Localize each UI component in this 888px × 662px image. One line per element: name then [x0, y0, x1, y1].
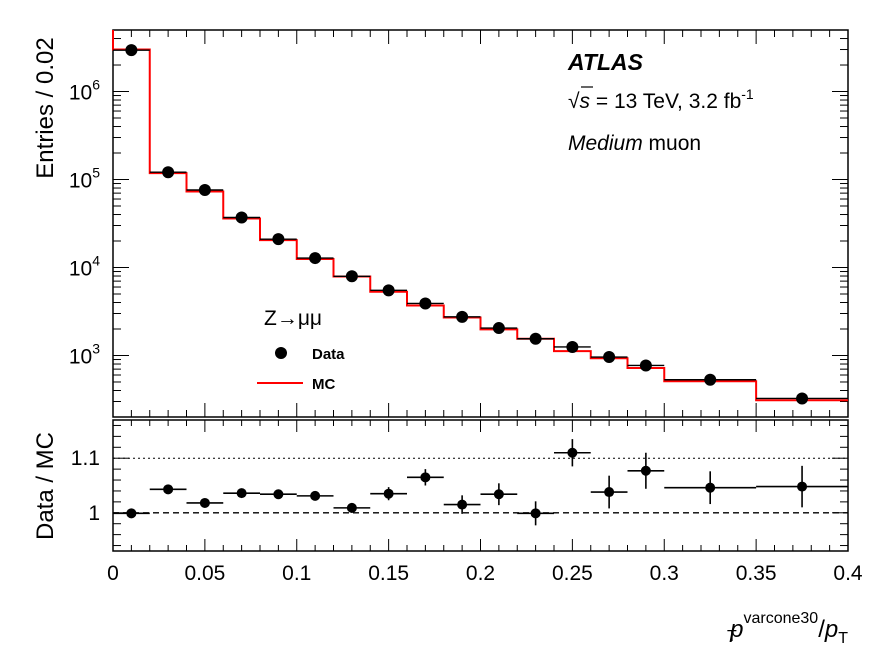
ratio-point — [346, 502, 357, 513]
main-y-tick-label: 103 — [69, 340, 100, 368]
data-point — [125, 44, 138, 57]
ratio-x-tick-label: 0.3 — [650, 562, 679, 585]
data-point — [382, 284, 395, 297]
ratio-point — [236, 488, 247, 499]
mc-histogram-line — [112, 30, 848, 402]
x-label-p2: p — [824, 616, 838, 643]
ratio-point — [567, 447, 578, 458]
x-label-p: p — [729, 616, 743, 643]
data-point — [198, 183, 211, 196]
ratio-x-tick-label: 0.05 — [184, 562, 225, 585]
x-label-super: varcone30 — [743, 610, 818, 627]
data-point — [529, 332, 542, 345]
ratio-y-ticks: 11.1 — [71, 424, 848, 547]
selection-rest: muon — [643, 132, 701, 155]
data-point — [456, 310, 469, 323]
ratio-point — [383, 488, 394, 499]
ratio-reference-lines — [113, 457, 848, 514]
ratio-y-tick-label: 1.1 — [71, 447, 100, 470]
ratio-point — [420, 472, 431, 483]
selection-label: Medium muon — [568, 132, 701, 155]
tick-exponent: 6 — [92, 77, 100, 93]
ratio-x-tick-label: 0.4 — [833, 562, 863, 585]
ratio-y-axis-label: Data / MC — [32, 432, 59, 540]
tick-exponent: 4 — [92, 252, 100, 268]
ratio-x-tick-label: 0.15 — [368, 562, 409, 585]
ratio-point — [604, 487, 615, 498]
ratio-point — [457, 499, 468, 510]
ratio-point — [640, 465, 651, 476]
ratio-x-tick-label: 0 — [107, 562, 119, 585]
ratio-x-tick-label: 0.35 — [736, 562, 777, 585]
data-point — [639, 359, 652, 372]
data-point — [235, 211, 248, 224]
ratio-point — [199, 497, 210, 508]
ratio-point — [310, 490, 321, 501]
mc-histogram — [112, 30, 848, 402]
ratio-point — [273, 489, 284, 500]
ratio-point — [126, 508, 137, 519]
tick-base: 10 — [69, 257, 92, 280]
ratio-point — [705, 482, 716, 493]
ratio-panel: 0 0.05 0.1 0.15 0.2 0.25 0.3 0.35 0.4 11.1 Data … — [32, 419, 863, 647]
ratio-point — [797, 481, 808, 492]
energy-lumi-label: √s = 13 TeV, 3.2 fb-1 — [568, 86, 754, 113]
x-label-sub: T — [727, 628, 737, 645]
tick-base: 10 — [69, 82, 92, 105]
data-point — [345, 270, 358, 283]
sqrt-s: s — [580, 90, 591, 113]
ratio-point — [530, 508, 541, 519]
x-label-sub2: T — [838, 630, 848, 647]
tick-base: 10 — [69, 170, 92, 193]
ratio-x-tick-label: 0.2 — [466, 562, 495, 585]
x-axis-label: pvarcone30/pT — [729, 610, 848, 647]
energy-text: = 13 TeV, 3.2 fb — [590, 90, 741, 113]
data-point — [492, 322, 505, 335]
ratio-y-tick-label: 1 — [88, 502, 100, 525]
x-label-slash: / — [818, 616, 825, 643]
main-y-tick-label: 104 — [69, 252, 100, 280]
tick-exponent: 5 — [92, 165, 100, 181]
data-point — [272, 233, 285, 246]
legend-data-marker — [275, 347, 287, 359]
data-point — [162, 166, 175, 179]
data-point — [796, 392, 809, 405]
main-y-tick-label: 106 — [69, 77, 100, 105]
ratio-points — [113, 439, 848, 526]
data-point — [566, 340, 579, 353]
main-y-tick-label: 105 — [69, 165, 100, 193]
main-x-ticks — [112, 30, 849, 417]
tick-exponent: 3 — [92, 340, 100, 356]
data-points — [125, 44, 809, 405]
ratio-x-tick-label: 0.1 — [282, 562, 311, 585]
selection-italic: Medium — [568, 132, 643, 155]
main-y-axis-label: Entries / 0.02 — [32, 37, 59, 178]
lumi-exponent: -1 — [741, 86, 754, 102]
data-point — [309, 252, 322, 265]
ratio-plot-frame — [112, 419, 849, 552]
legend-title: Z→μμ — [264, 307, 322, 330]
main-plot-frame — [112, 29, 849, 418]
legend-data-label: Data — [312, 346, 345, 363]
data-point — [704, 373, 717, 386]
sqrt-symbol: √ — [568, 90, 580, 113]
tick-base: 10 — [69, 345, 92, 368]
data-point — [603, 351, 616, 364]
ratio-x-ticks: 0 0.05 0.1 0.15 0.2 0.25 0.3 0.35 0.4 — [107, 420, 863, 585]
legend-mc-label: MC — [312, 376, 335, 393]
data-point — [419, 297, 432, 310]
ratio-point — [163, 484, 174, 495]
experiment-label: ATLAS — [567, 49, 644, 75]
legend: Z→μμ Data MC — [257, 307, 345, 393]
ratio-x-tick-label: 0.25 — [552, 562, 593, 585]
ratio-point — [493, 489, 504, 500]
